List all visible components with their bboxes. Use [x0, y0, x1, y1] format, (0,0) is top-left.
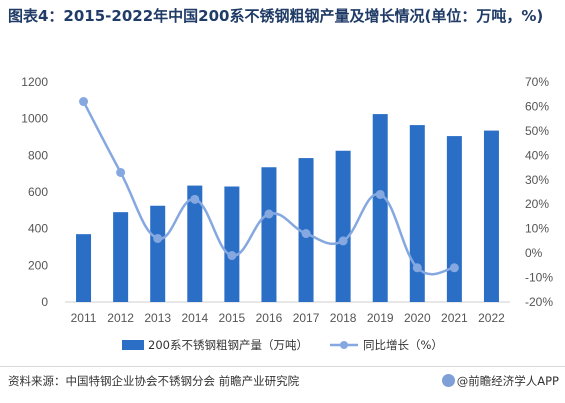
bar: [335, 150, 351, 302]
growth-point: [449, 263, 459, 273]
right-tick-label: 10%: [525, 222, 549, 236]
x-tick-label: 2016: [256, 311, 283, 325]
x-tick-label: 2013: [144, 311, 171, 325]
legend-line-label: 同比增长（%）: [363, 338, 443, 352]
right-tick-label: 0%: [525, 246, 543, 260]
chart-title: 图表4：2015-2022年中国200系不锈钢粗钢产量及增长情况(单位：万吨，%…: [8, 7, 544, 25]
x-tick-label: 2015: [219, 311, 246, 325]
x-tick-label: 2018: [330, 311, 357, 325]
right-tick-label: 20%: [525, 197, 549, 211]
growth-point: [153, 233, 163, 243]
right-tick-label: 40%: [525, 148, 549, 162]
bar: [446, 136, 462, 302]
growth-point: [338, 236, 348, 246]
growth-point: [79, 97, 89, 107]
legend-line-marker: [340, 341, 348, 349]
bar: [224, 186, 240, 302]
growth-point: [116, 167, 126, 177]
x-tick-label: 2021: [441, 311, 468, 325]
x-tick-label: 2019: [367, 311, 394, 325]
left-tick-label: 400: [28, 222, 48, 236]
x-tick-label: 2011: [71, 311, 97, 325]
growth-point: [264, 209, 274, 219]
growth-point: [412, 263, 422, 273]
left-tick-label: 0: [41, 295, 48, 309]
left-axis: 0 200 400 600 800 1000 1200: [21, 75, 48, 309]
x-tick-label: 2022: [478, 311, 505, 325]
brand-logo-icon: [441, 374, 455, 387]
right-tick-label: 60%: [525, 99, 549, 113]
bar: [113, 212, 129, 302]
bar: [76, 234, 92, 302]
brand-text: @前瞻经济学人APP: [456, 374, 559, 388]
left-tick-label: 800: [28, 148, 48, 162]
source-note: 资料来源：中国特钢企业协会不锈钢分会 前瞻产业研究院: [8, 374, 300, 388]
bar-series: [76, 114, 499, 302]
growth-point: [375, 189, 385, 199]
bar: [261, 167, 277, 302]
left-tick-label: 1000: [21, 112, 48, 126]
legend: 200系不锈钢粗钢产量（万吨） 同比增长（%）: [122, 338, 443, 352]
x-tick-label: 2017: [293, 311, 320, 325]
x-tick-label: 2020: [404, 311, 431, 325]
bar: [150, 205, 166, 302]
x-axis: 2011 2012 2013 2014 2015 2016 2017 2018 2019 2020…: [71, 311, 505, 325]
growth-point: [227, 251, 237, 261]
legend-bar-label: 200系不锈钢粗钢产量（万吨）: [148, 338, 308, 352]
bar: [409, 125, 425, 302]
right-tick-label: -10%: [525, 271, 553, 285]
growth-point: [190, 194, 200, 204]
footer-divider: [0, 366, 565, 367]
brand-credit: @前瞻经济学人APP: [441, 373, 559, 389]
right-tick-label: 50%: [525, 124, 549, 138]
legend-bar-swatch: [122, 340, 144, 350]
bar: [187, 185, 203, 302]
right-tick-label: -20%: [525, 295, 553, 309]
right-tick-label: 30%: [525, 173, 549, 187]
right-axis: -20% -10% 0% 10% 20% 30% 40% 50% 60% 70%: [525, 75, 553, 309]
right-tick-label: 70%: [525, 75, 549, 89]
growth-point: [301, 229, 311, 239]
x-tick-label: 2014: [181, 311, 208, 325]
bar: [372, 114, 388, 302]
growth-points: [79, 97, 459, 273]
left-tick-label: 200: [28, 258, 48, 272]
left-tick-label: 600: [28, 185, 48, 199]
x-tick-label: 2012: [107, 311, 134, 325]
left-tick-label: 1200: [21, 75, 48, 89]
bar: [483, 130, 499, 302]
